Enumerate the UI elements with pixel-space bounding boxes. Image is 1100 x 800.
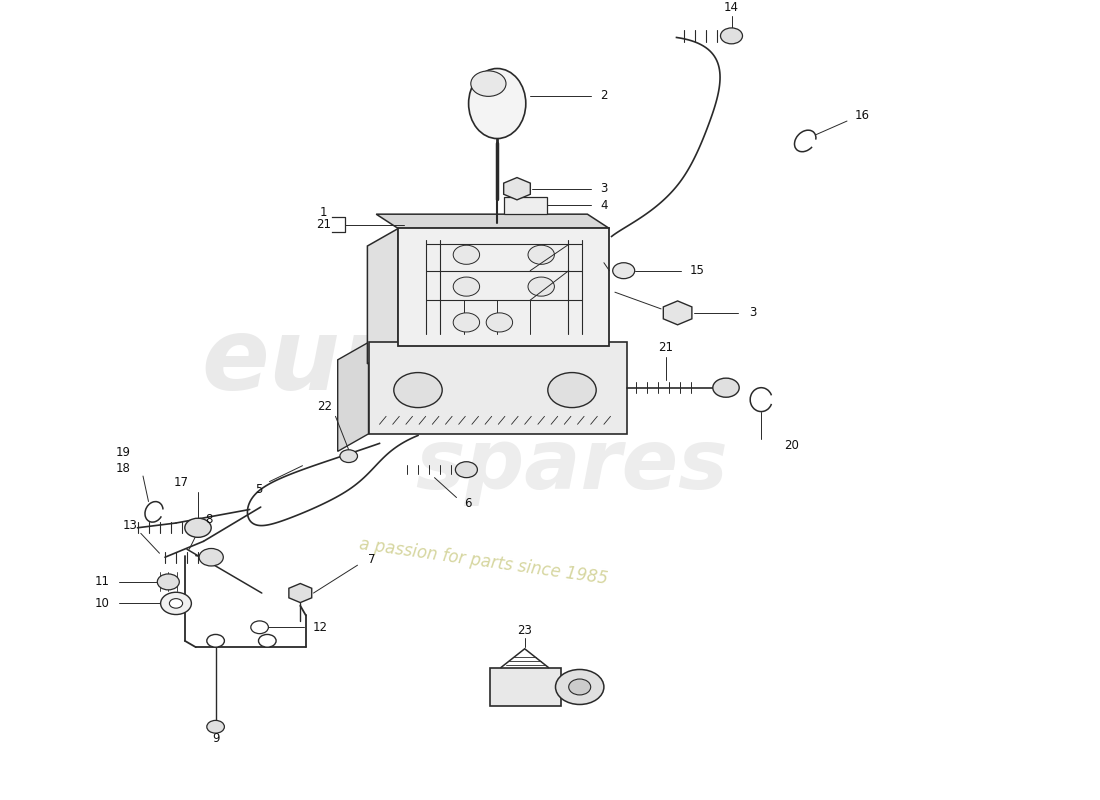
Text: 7: 7 xyxy=(368,553,375,566)
Text: 1: 1 xyxy=(320,206,327,219)
Text: 9: 9 xyxy=(212,732,219,746)
Circle shape xyxy=(569,679,591,695)
Polygon shape xyxy=(367,229,398,364)
Circle shape xyxy=(207,721,224,733)
Text: 17: 17 xyxy=(174,476,189,489)
Polygon shape xyxy=(338,342,368,451)
Text: 4: 4 xyxy=(601,199,607,212)
Text: 8: 8 xyxy=(206,513,212,526)
Bar xyxy=(398,229,609,346)
Text: 2: 2 xyxy=(601,89,607,102)
Circle shape xyxy=(453,313,480,332)
FancyBboxPatch shape xyxy=(504,197,547,214)
Circle shape xyxy=(528,277,554,296)
Text: 16: 16 xyxy=(855,109,870,122)
Text: 3: 3 xyxy=(601,182,607,195)
Text: euro: euro xyxy=(201,314,459,410)
Circle shape xyxy=(199,549,223,566)
Bar xyxy=(490,668,561,706)
Circle shape xyxy=(161,592,191,614)
Circle shape xyxy=(486,313,513,332)
Circle shape xyxy=(207,634,224,647)
Text: 11: 11 xyxy=(95,575,110,589)
Text: a passion for parts since 1985: a passion for parts since 1985 xyxy=(359,535,609,587)
Circle shape xyxy=(157,574,179,590)
Circle shape xyxy=(169,598,183,608)
Text: 5: 5 xyxy=(255,483,262,496)
Text: 19: 19 xyxy=(116,446,131,458)
Polygon shape xyxy=(376,214,609,229)
Circle shape xyxy=(713,378,739,398)
Circle shape xyxy=(453,277,480,296)
Text: 22: 22 xyxy=(317,400,332,414)
Circle shape xyxy=(528,246,554,264)
Text: 21: 21 xyxy=(658,342,673,354)
Text: 20: 20 xyxy=(784,439,800,452)
Text: 15: 15 xyxy=(690,264,705,277)
Circle shape xyxy=(394,373,442,407)
Text: 13: 13 xyxy=(122,519,138,532)
Circle shape xyxy=(185,518,211,538)
Circle shape xyxy=(258,634,276,647)
Text: 21: 21 xyxy=(316,218,331,231)
Circle shape xyxy=(251,621,268,634)
Text: spares: spares xyxy=(416,425,728,506)
Ellipse shape xyxy=(469,69,526,138)
Text: 6: 6 xyxy=(464,497,471,510)
Circle shape xyxy=(453,246,480,264)
Bar xyxy=(368,342,627,434)
Text: 18: 18 xyxy=(116,462,131,474)
Text: 14: 14 xyxy=(724,1,739,14)
Text: 3: 3 xyxy=(749,306,756,319)
Text: 23: 23 xyxy=(517,624,532,637)
Circle shape xyxy=(340,450,358,462)
Circle shape xyxy=(471,71,506,96)
Text: 10: 10 xyxy=(95,597,110,610)
Circle shape xyxy=(613,262,635,278)
Circle shape xyxy=(556,670,604,705)
Circle shape xyxy=(455,462,477,478)
Text: 12: 12 xyxy=(312,621,328,634)
Circle shape xyxy=(548,373,596,407)
Circle shape xyxy=(720,28,742,44)
